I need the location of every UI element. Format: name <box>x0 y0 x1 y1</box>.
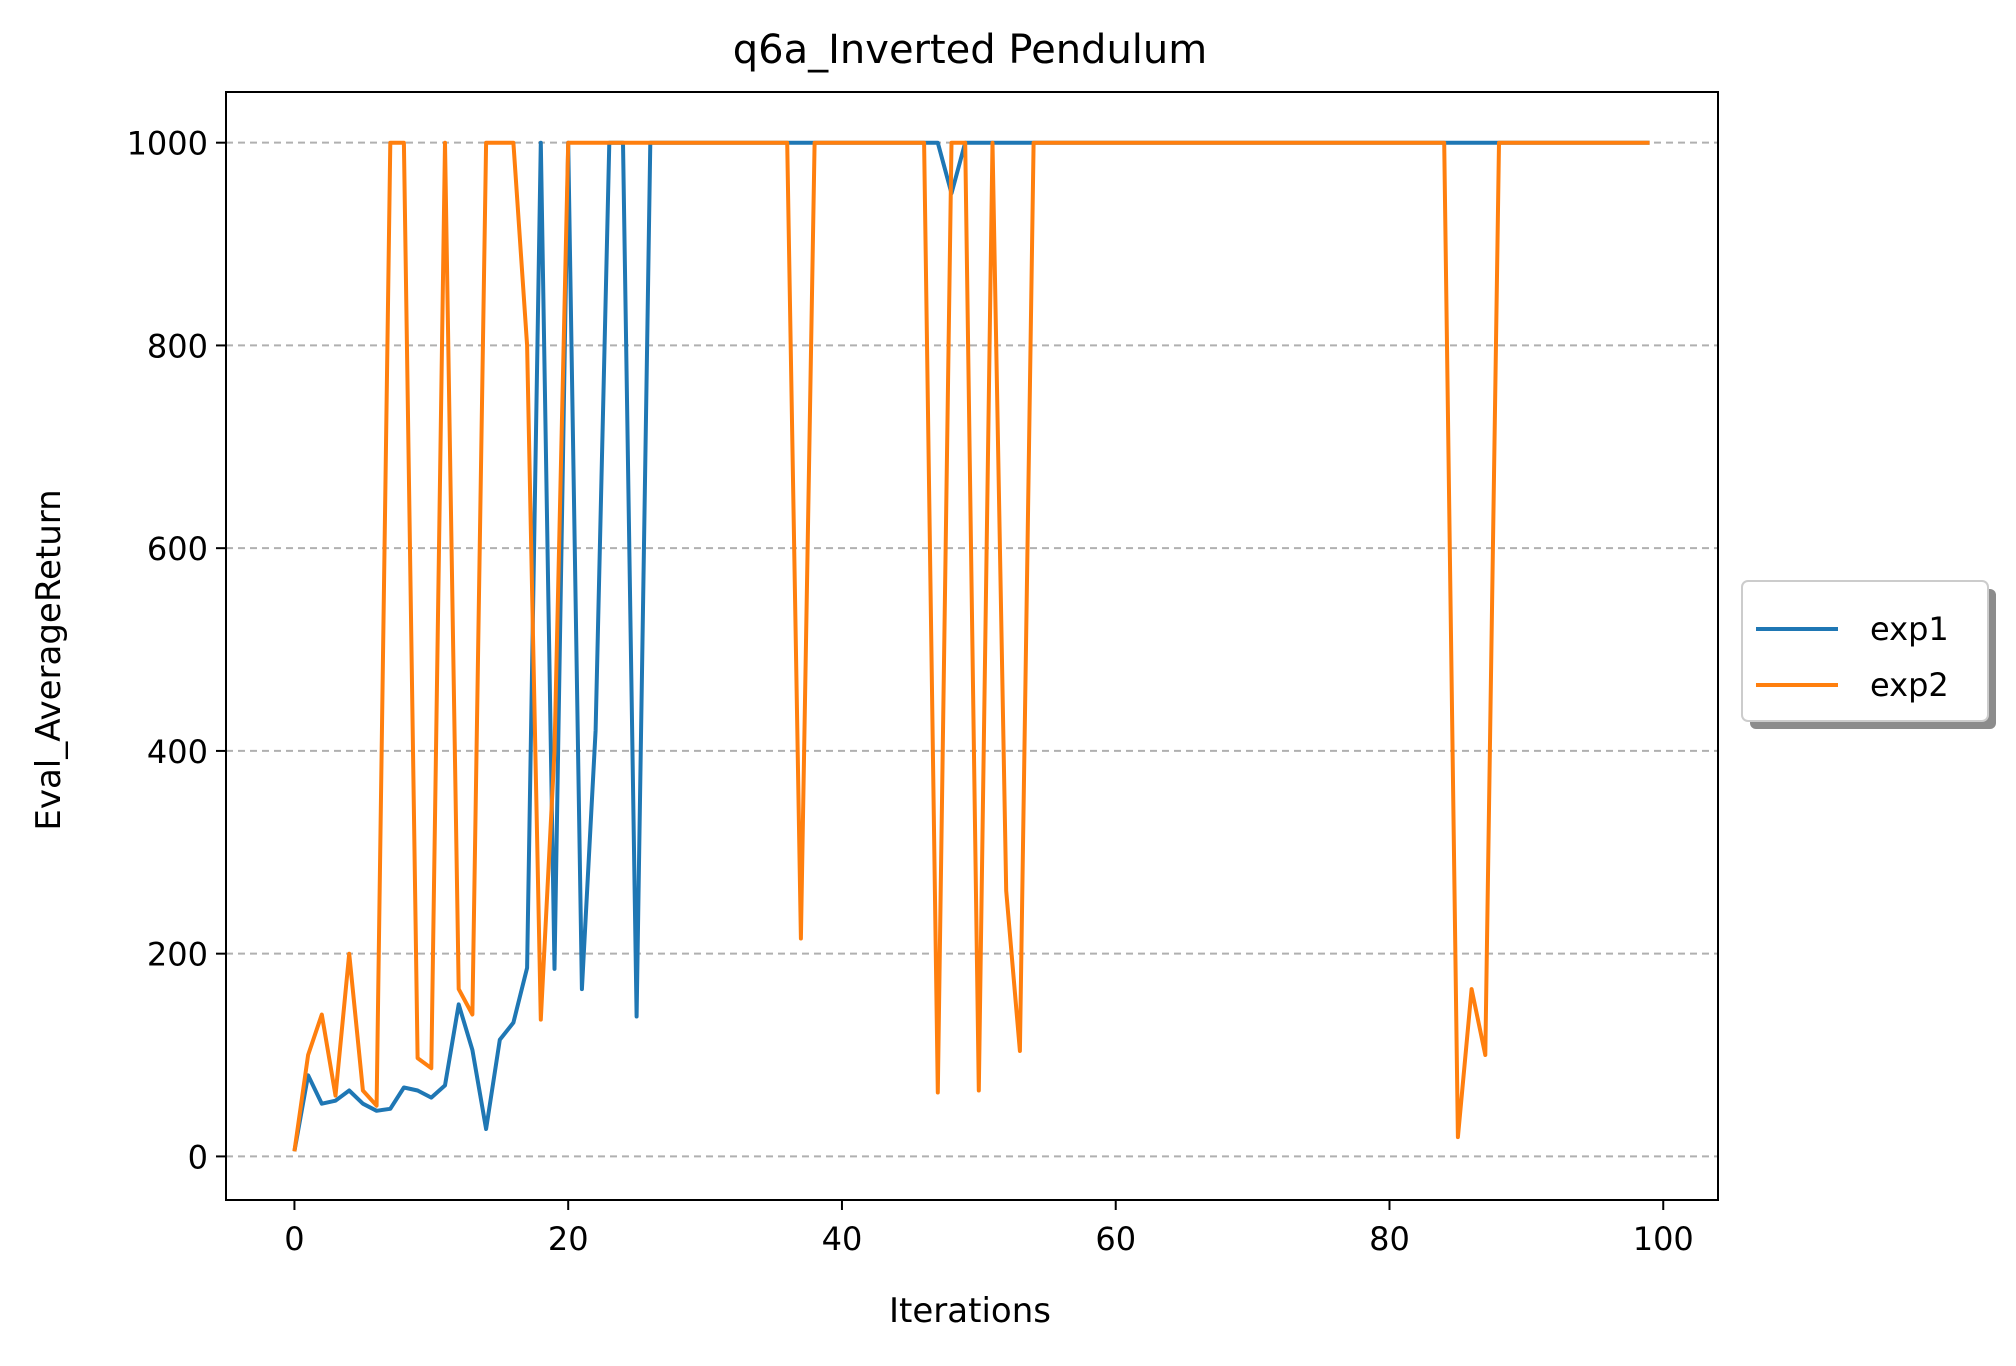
axis-ticks: 0 200 400 600 800 1000 0 20 40 60 80 100 <box>127 125 1694 1258</box>
plot-frame <box>225 91 1719 1201</box>
y-tick-label: 800 <box>147 327 208 365</box>
series-line-exp2 <box>292 140 1650 1152</box>
y-tick-label: 400 <box>147 733 208 771</box>
series-lines <box>292 140 1650 1152</box>
legend-label-exp1: exp1 <box>1870 610 1949 648</box>
legend: exp1 exp2 <box>1741 580 1996 729</box>
y-tick-label: 200 <box>147 936 208 974</box>
x-tick-label: 100 <box>1633 1220 1694 1258</box>
y-tick-label: 0 <box>188 1138 208 1176</box>
x-tick-label: 0 <box>284 1220 304 1258</box>
x-axis-label: Iterations <box>889 1291 1051 1331</box>
chart-title: q6a_Inverted Pendulum <box>733 27 1207 73</box>
y-axis-label: Eval_AverageReturn <box>29 489 69 830</box>
y-tick-label: 1000 <box>127 125 208 163</box>
x-tick-label: 80 <box>1369 1220 1410 1258</box>
x-tick-label: 20 <box>548 1220 589 1258</box>
y-tick-label: 600 <box>147 530 208 568</box>
legend-label-exp2: exp2 <box>1870 666 1949 704</box>
legend-box <box>1741 580 1989 722</box>
x-tick-label: 40 <box>822 1220 863 1258</box>
x-tick-label: 60 <box>1095 1220 1136 1258</box>
